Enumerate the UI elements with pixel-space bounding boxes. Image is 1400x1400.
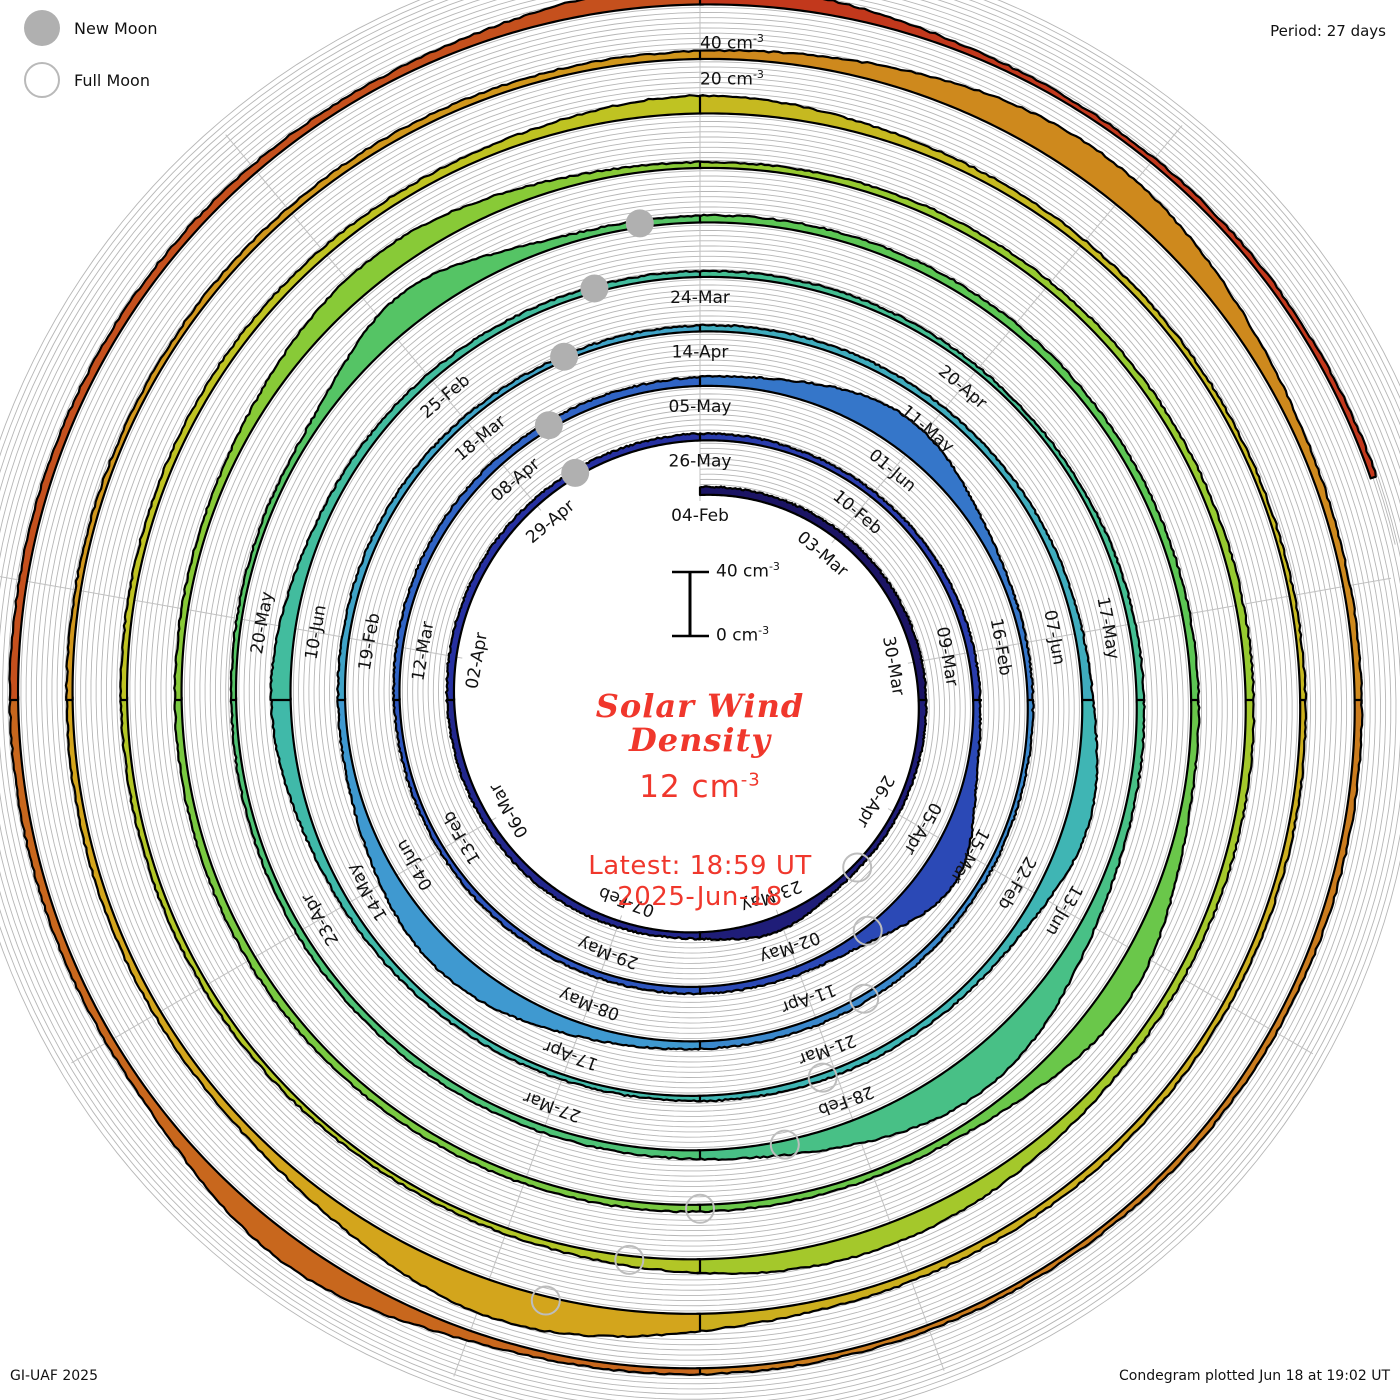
full-moon-icon bbox=[24, 62, 60, 98]
chart-title-line1: Solar Wind bbox=[595, 687, 805, 725]
spiral-date-label: 20-May bbox=[247, 590, 278, 655]
new-moon-marker bbox=[580, 274, 609, 303]
new-moon-marker bbox=[550, 342, 579, 371]
axis-label-20: 20 cm-3 bbox=[700, 68, 764, 90]
spiral-date-label: 26-May bbox=[669, 452, 732, 472]
full-moon-marker bbox=[849, 983, 880, 1014]
axis-label-40: 40 cm-3 bbox=[700, 32, 764, 54]
spiral-date-label: 04-Feb bbox=[671, 506, 729, 526]
moon-markers bbox=[530, 209, 883, 1316]
period-label: Period: 27 days bbox=[1270, 22, 1386, 40]
center-annotation: Solar Wind Density 12 cm-3 Latest: 18:59… bbox=[450, 687, 950, 913]
current-value: 12 cm-3 bbox=[639, 769, 761, 806]
spiral-date-label: 09-Mar bbox=[932, 625, 962, 687]
new-moon-marker bbox=[561, 458, 590, 487]
latest-time: Latest: 18:59 UT bbox=[588, 851, 812, 882]
plotted-timestamp: Condegram plotted Jun 18 at 19:02 UT bbox=[1119, 1368, 1390, 1384]
full-moon-marker bbox=[530, 1285, 561, 1316]
full-moon-marker bbox=[852, 915, 883, 946]
full-moon-marker bbox=[842, 852, 873, 883]
spiral-date-label: 05-May bbox=[669, 397, 732, 417]
latest-timestamp: Latest: 18:59 UT 2025-Jun-18 bbox=[450, 851, 950, 912]
density-trace-segment bbox=[698, 48, 1363, 705]
spiral-date-label: 14-Apr bbox=[672, 343, 729, 363]
credit-label: GI-UAF 2025 bbox=[10, 1368, 98, 1384]
grid-arc bbox=[7, 0, 1400, 1380]
density-traces bbox=[8, 0, 1377, 1377]
new-moon-marker bbox=[534, 411, 563, 440]
new-moon-icon bbox=[24, 10, 60, 46]
chart-title: Solar Wind Density bbox=[450, 687, 950, 759]
scale-bar-top-label: 40 cm-3 bbox=[716, 560, 780, 582]
spiral-date-label: 07-Jun bbox=[1039, 609, 1068, 667]
spiral-date-label: 02-Apr bbox=[462, 631, 492, 690]
scale-bar-bottom-label: 0 cm-3 bbox=[716, 624, 770, 646]
latest-date: 2025-Jun-18 bbox=[617, 881, 783, 912]
legend-full-moon-label: Full Moon bbox=[74, 70, 150, 90]
full-moon-marker bbox=[769, 1129, 800, 1160]
chart-title-line2: Density bbox=[629, 720, 771, 759]
legend-new-moon: New Moon bbox=[24, 10, 158, 46]
legend-full-moon: Full Moon bbox=[24, 62, 150, 98]
spiral-date-label: 30-Mar bbox=[878, 635, 908, 697]
radial-spoke bbox=[71, 817, 497, 1064]
radial-spoke bbox=[907, 577, 1392, 664]
spiral-date-label: 24-Mar bbox=[670, 288, 730, 308]
full-moon-marker bbox=[614, 1244, 645, 1275]
spiral-date-label: 17-May bbox=[1093, 595, 1124, 660]
density-trace-segment bbox=[698, 0, 1377, 480]
full-moon-marker bbox=[685, 1193, 715, 1224]
radial-spoke bbox=[0, 576, 463, 659]
new-moon-marker bbox=[625, 209, 654, 238]
scale-bar bbox=[672, 570, 709, 638]
spiral-date-label: 16-Feb bbox=[986, 617, 1016, 677]
full-moon-marker bbox=[807, 1062, 838, 1093]
legend-new-moon-label: New Moon bbox=[74, 18, 158, 38]
